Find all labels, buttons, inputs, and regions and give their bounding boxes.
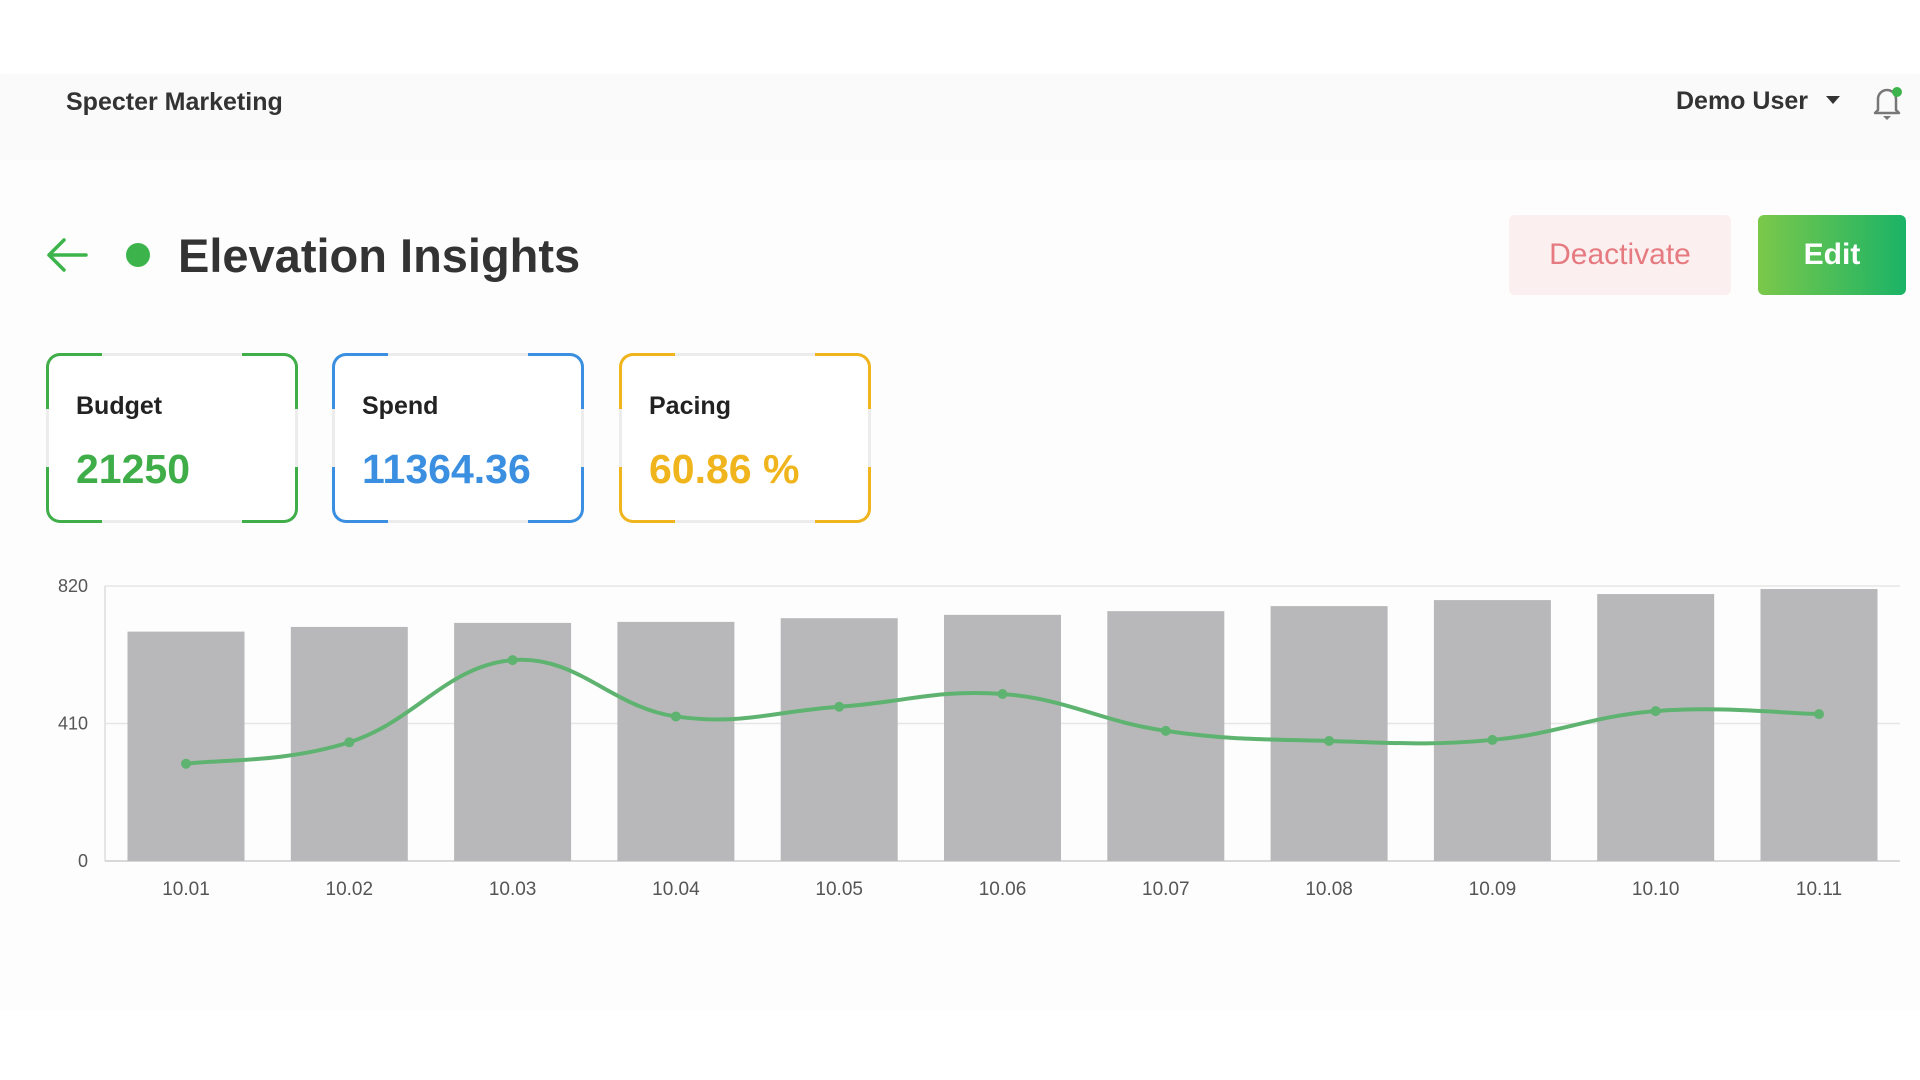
main-content xyxy=(0,160,1920,1010)
x-tick-label: 10.04 xyxy=(652,879,700,900)
spend-label: Spend xyxy=(362,392,439,420)
y-tick-label: 820 xyxy=(58,576,88,596)
y-tick-label: 0 xyxy=(78,851,88,871)
bar xyxy=(1760,589,1878,861)
user-menu[interactable]: Demo User xyxy=(1676,87,1808,115)
line-point xyxy=(1160,725,1171,736)
budget-card: Budget 21250 xyxy=(46,353,298,523)
line-point xyxy=(181,758,191,769)
budget-label: Budget xyxy=(76,392,163,420)
bar xyxy=(1270,606,1388,861)
edit-button[interactable]: Edit xyxy=(1758,215,1906,295)
line-point xyxy=(670,711,681,722)
bell-icon[interactable] xyxy=(1870,82,1904,122)
x-tick-label: 10.06 xyxy=(979,879,1027,900)
bar xyxy=(944,614,1061,861)
x-tick-label: 10.10 xyxy=(1632,879,1680,900)
line-point xyxy=(1487,734,1498,745)
x-tick-label: 10.01 xyxy=(162,879,210,900)
x-tick-label: 10.03 xyxy=(489,879,537,900)
pacing-value: 60.86 % xyxy=(649,446,800,492)
bar xyxy=(780,618,898,861)
bar xyxy=(1597,594,1715,861)
x-tick-label: 10.11 xyxy=(1796,879,1842,900)
line-point xyxy=(1814,709,1824,720)
line-point xyxy=(1324,735,1335,746)
status-active-dot xyxy=(126,243,150,267)
spend-value: 11364.36 xyxy=(362,446,531,492)
brand-name[interactable]: Specter Marketing xyxy=(66,88,283,116)
line-point xyxy=(507,655,518,666)
bar xyxy=(617,621,735,861)
top-navbar xyxy=(0,74,1920,160)
x-tick-label: 10.08 xyxy=(1305,879,1353,900)
back-arrow-icon[interactable] xyxy=(44,236,90,274)
x-tick-label: 10.09 xyxy=(1469,879,1517,900)
line-point xyxy=(834,701,845,712)
notification-dot xyxy=(1892,87,1902,97)
pacing-card: Pacing 60.86 % xyxy=(619,353,871,523)
line-point xyxy=(344,737,355,748)
deactivate-button[interactable]: Deactivate xyxy=(1509,215,1731,295)
x-tick-label: 10.05 xyxy=(815,879,863,900)
pacing-label: Pacing xyxy=(649,392,731,420)
page-title: Elevation Insights xyxy=(178,229,581,282)
spend-chart: 0 410 820 10.01 10.02 10.03 10.04 10.05 10.06 10.… xyxy=(58,576,1900,900)
bar xyxy=(1433,600,1551,861)
x-tick-label: 10.02 xyxy=(326,879,374,900)
line-point xyxy=(1650,706,1661,717)
x-tick-label: 10.07 xyxy=(1142,879,1190,900)
line-point xyxy=(997,688,1008,699)
budget-value: 21250 xyxy=(76,446,191,492)
caret-down-icon[interactable] xyxy=(1826,96,1840,104)
y-tick-label: 410 xyxy=(58,714,88,734)
spend-card: Spend 11364.36 xyxy=(332,353,584,523)
bar xyxy=(127,631,245,861)
